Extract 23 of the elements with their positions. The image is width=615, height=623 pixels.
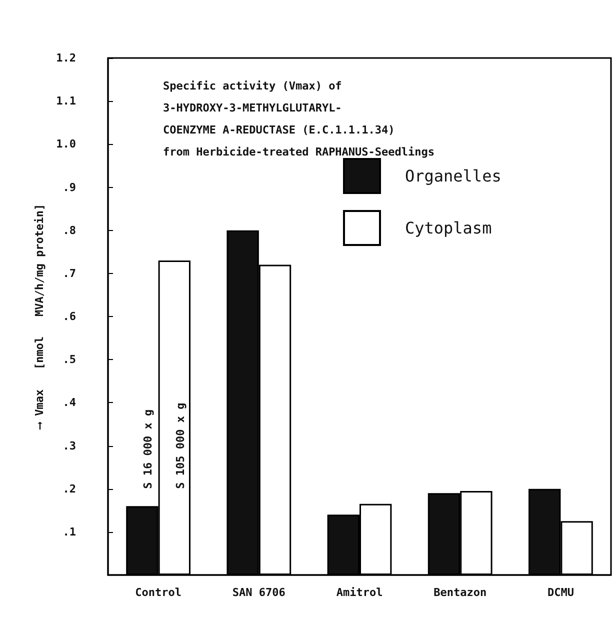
annotation: S 105 000 x g: [174, 402, 187, 489]
x-tick-label: Control: [135, 586, 182, 599]
y-tick-label: .9: [62, 180, 76, 194]
x-tick-label: SAN 6706: [232, 586, 286, 599]
y-tick-label: 1.2: [56, 52, 76, 64]
y-tick-label: .5: [62, 353, 76, 366]
y-tick-label: .2: [62, 482, 76, 496]
y-tick-label: .4: [62, 396, 76, 410]
legend-label: Organelles: [405, 166, 502, 186]
x-tick-label: Bentazon: [434, 586, 487, 599]
y-tick-label: .8: [62, 224, 76, 237]
text: Specific activity (Vmax) of 3-HYDROXY-3-METHYLGLUTARYL- COENZYME A-REDUCTASE (E.C.1.1.1.34) from Herbicide-treated RAPHANUS-Seedlings: [163, 80, 435, 158]
text: 1.0: [56, 138, 76, 151]
y-tick-label: .6: [62, 310, 76, 323]
legend-label: Cytoplasm: [405, 218, 492, 238]
y-tick-label: .3: [62, 439, 76, 452]
x-tick-label: Amitrol: [336, 586, 383, 599]
x-tick-label: DCMU: [547, 586, 574, 599]
y-tick-label: .7: [62, 266, 76, 280]
y-axis-title: ⟶ Vmax [nmol MVA/h/mg protein]: [33, 204, 46, 430]
y-tick-label: 1.1: [56, 94, 76, 108]
annotation: S 16 000 x g: [142, 409, 155, 489]
y-tick-label: .1: [62, 525, 76, 538]
